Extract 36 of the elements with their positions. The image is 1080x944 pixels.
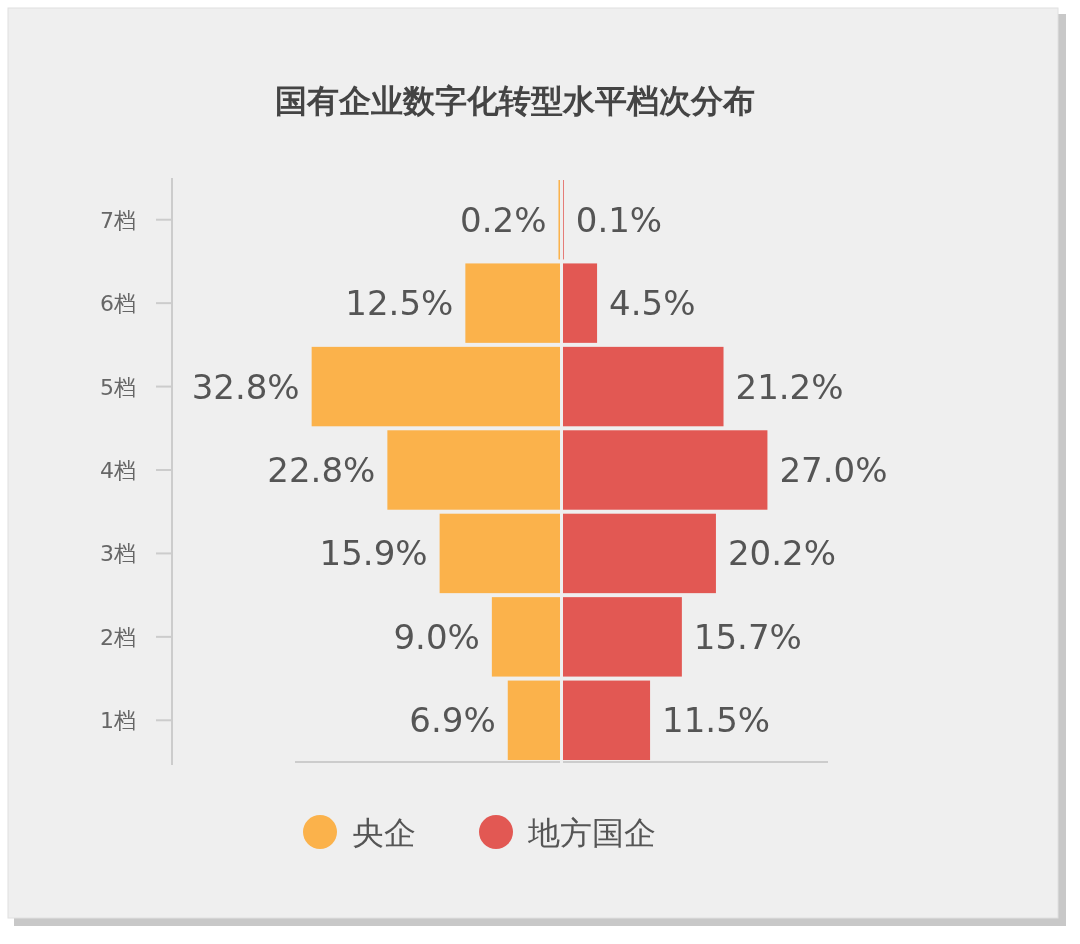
data-label: 22.8% xyxy=(267,450,376,490)
y-tick-label: 2档 xyxy=(100,624,136,650)
bar xyxy=(507,680,560,760)
bar xyxy=(439,513,560,594)
bar xyxy=(563,430,768,510)
bar xyxy=(491,597,560,677)
chart-title: 国有企业数字化转型水平档次分布 xyxy=(275,82,755,120)
y-tick-label: 1档 xyxy=(100,708,136,734)
legend-label: 央企 xyxy=(352,814,416,852)
data-label: 0.1% xyxy=(575,199,663,240)
bar xyxy=(563,597,682,677)
data-label: 15.9% xyxy=(319,533,428,574)
y-tick-label: 3档 xyxy=(100,541,136,567)
bar xyxy=(563,680,651,760)
y-tick-label: 6档 xyxy=(100,291,136,317)
y-tick-label: 5档 xyxy=(100,374,136,400)
data-label: 4.5% xyxy=(609,283,696,324)
bar xyxy=(387,430,560,510)
legend-label: 地方国企 xyxy=(527,814,656,852)
y-tick-label: 7档 xyxy=(100,207,136,233)
bar xyxy=(465,263,560,343)
data-label: 21.2% xyxy=(735,366,844,407)
bar xyxy=(563,513,716,594)
bar xyxy=(311,346,560,427)
data-label: 32.8% xyxy=(191,366,300,407)
y-tick-label: 4档 xyxy=(100,458,136,483)
data-label: 12.5% xyxy=(345,283,454,324)
data-label: 9.0% xyxy=(393,616,480,657)
data-label: 0.2% xyxy=(460,199,547,240)
data-label: 15.7% xyxy=(693,616,802,657)
bar xyxy=(563,346,724,427)
data-label: 20.2% xyxy=(727,533,836,574)
bar xyxy=(563,263,598,343)
data-label: 27.0% xyxy=(779,450,888,490)
data-label: 6.9% xyxy=(409,700,496,741)
data-label: 11.5% xyxy=(662,700,771,741)
